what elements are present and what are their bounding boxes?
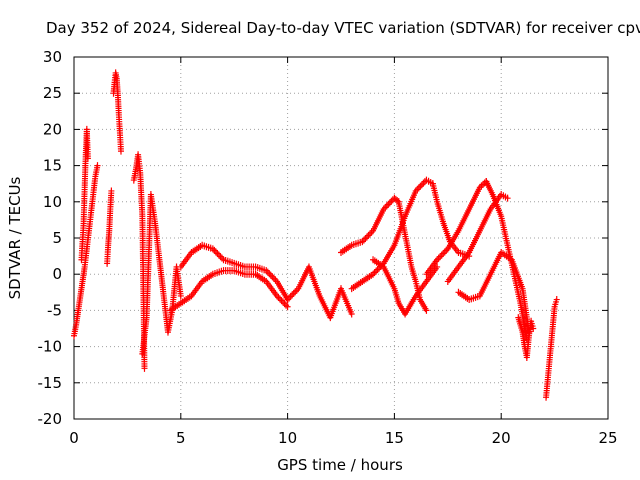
x-tick-label: 10 (278, 429, 297, 447)
y-tick-label: 20 (43, 120, 62, 138)
y-axis-label: SDTVAR / TECUs (6, 176, 24, 299)
data-point (94, 162, 101, 170)
data-point (84, 154, 91, 162)
y-tick-label: 30 (43, 48, 62, 66)
x-tick-label: 15 (385, 429, 404, 447)
y-tick-label: 10 (43, 193, 62, 211)
data-point (177, 292, 184, 300)
x-tick-label: 20 (492, 429, 511, 447)
x-tick-label: 25 (598, 429, 617, 447)
data-point (348, 310, 355, 318)
data-point (108, 187, 115, 195)
y-tick-label: 5 (52, 229, 62, 247)
data-point (530, 325, 537, 332)
y-tick-label: 15 (43, 157, 62, 175)
x-axis-label: GPS time / hours (277, 456, 403, 474)
data-point-trail (452, 245, 459, 253)
x-tick-label: 5 (176, 429, 186, 447)
data-point (117, 147, 124, 155)
chart-title: Day 352 of 2024, Sidereal Day-to-day VTE… (46, 19, 640, 37)
data-point (553, 296, 560, 304)
y-tick-label: -20 (38, 410, 63, 428)
y-tick-label: -5 (47, 301, 62, 319)
x-tick-label: 0 (69, 429, 79, 447)
y-tick-label: -15 (38, 374, 63, 392)
data-point (434, 263, 441, 271)
data-point (423, 306, 430, 314)
y-tick-label: 25 (43, 84, 62, 102)
data-point (284, 303, 291, 311)
y-tick-label: 0 (52, 265, 62, 283)
ticks-layer: 0 5 10 15 20 25 -20 -15 -10 -5 0 5 10 15 20 25 30 (38, 48, 618, 447)
marks-layer (71, 69, 560, 401)
data-point (141, 364, 148, 372)
y-tick-label: -10 (38, 338, 63, 356)
data-point (504, 194, 511, 202)
